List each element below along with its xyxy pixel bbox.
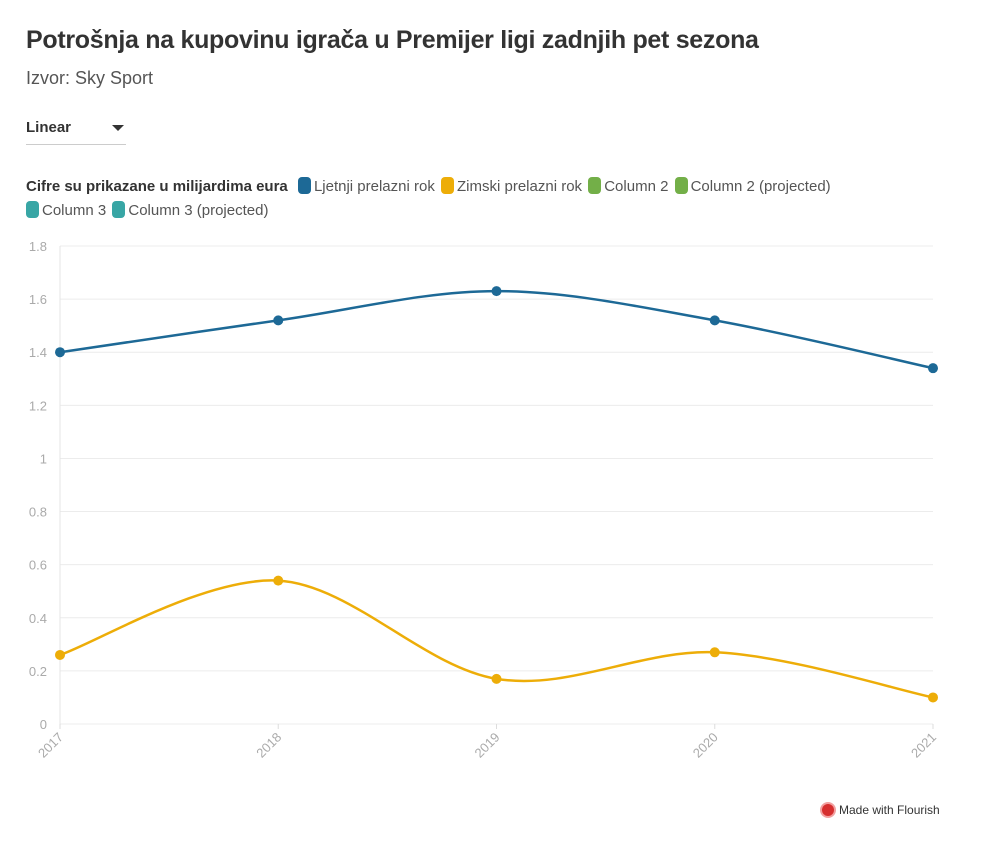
data-point [928, 363, 938, 374]
legend-swatch [26, 201, 39, 218]
data-point [709, 315, 720, 326]
chart-subtitle: Izvor: Sky Sport [26, 68, 154, 88]
legend-label: Column 2 (projected) [690, 178, 831, 195]
legend-swatch [112, 201, 126, 218]
y-tick-label: 0.4 [29, 611, 47, 626]
x-tick-label: 2017 [35, 730, 66, 761]
legend-swatch [441, 177, 455, 194]
data-point [55, 347, 65, 358]
caret-down-icon [112, 125, 124, 131]
data-point [273, 575, 284, 586]
y-tick-label: 1.2 [29, 398, 47, 413]
series-line [59, 289, 934, 370]
y-tick-label: 1.4 [29, 345, 47, 360]
x-tick-label: 2019 [472, 730, 503, 761]
data-point [273, 315, 284, 326]
flourish-logo-icon [822, 804, 834, 816]
legend-item[interactable]: Zimski prelazni rok [441, 175, 582, 199]
legend-swatch [674, 177, 688, 194]
scale-dropdown[interactable]: Linear [26, 114, 126, 145]
data-point [491, 286, 502, 297]
legend-label: Ljetnji prelazni rok [313, 178, 435, 195]
legend-title: Cifre su prikazane u milijardima eura [26, 178, 288, 195]
x-tick-label: 2020 [690, 730, 721, 761]
credit-text: Made with Flourish [839, 803, 940, 817]
y-tick-label: 0.2 [29, 664, 47, 679]
legend-label: Column 3 (projected) [128, 202, 269, 219]
legend-label: Column 3 [42, 202, 107, 219]
x-tick-label: 2021 [908, 730, 939, 761]
legend-item[interactable]: Column 3 (projected) [112, 199, 268, 223]
legend-item[interactable]: Column 3 [26, 199, 106, 223]
legend-item[interactable]: Column 2 [588, 175, 668, 199]
y-tick-label: 1.6 [29, 292, 47, 307]
data-point [491, 673, 502, 684]
y-tick-label: 1 [40, 451, 47, 466]
data-point [55, 649, 65, 660]
legend-item[interactable]: Ljetnji prelazni rok [297, 175, 435, 199]
legend: Cifre su prikazane u milijardima eura Lj… [26, 175, 956, 223]
data-point [709, 647, 720, 658]
legend-swatch [297, 177, 311, 194]
flourish-credit[interactable]: Made with Flourish [822, 803, 940, 817]
legend-item[interactable]: Column 2 (projected) [674, 175, 831, 199]
y-tick-label: 0.6 [29, 558, 47, 573]
y-tick-label: 0 [40, 717, 47, 732]
y-tick-label: 1.8 [29, 239, 47, 254]
scale-dropdown-value: Linear [26, 119, 72, 136]
chart-title: Potrošnja na kupovinu igrača u Premijer … [26, 26, 759, 54]
legend-label: Column 2 [604, 178, 669, 195]
legend-swatch [588, 177, 602, 194]
data-point [928, 692, 938, 703]
y-tick-label: 0.8 [29, 505, 47, 520]
legend-label: Zimski prelazni rok [457, 178, 583, 195]
x-tick-label: 2018 [253, 730, 284, 761]
